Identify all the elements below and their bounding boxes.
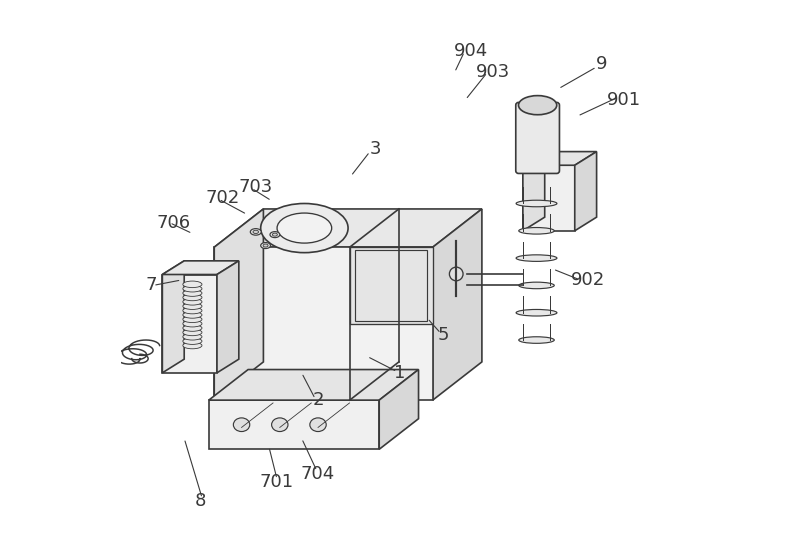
Ellipse shape [183, 338, 202, 344]
Text: 702: 702 [205, 189, 240, 207]
Ellipse shape [183, 321, 202, 327]
Ellipse shape [450, 267, 463, 281]
Ellipse shape [518, 96, 557, 115]
Ellipse shape [183, 294, 202, 301]
Polygon shape [523, 152, 544, 231]
Text: 5: 5 [438, 326, 450, 344]
Ellipse shape [310, 418, 326, 432]
Text: 902: 902 [571, 271, 605, 289]
Text: 3: 3 [369, 140, 381, 158]
Ellipse shape [183, 316, 202, 323]
Ellipse shape [271, 418, 288, 432]
Ellipse shape [183, 299, 202, 305]
Polygon shape [209, 400, 380, 449]
Ellipse shape [516, 200, 557, 207]
Polygon shape [523, 165, 574, 231]
Ellipse shape [183, 342, 202, 349]
Ellipse shape [260, 204, 348, 253]
Polygon shape [217, 261, 239, 373]
Text: 1: 1 [394, 364, 406, 382]
Ellipse shape [183, 329, 202, 335]
FancyBboxPatch shape [516, 103, 559, 173]
Text: 706: 706 [156, 214, 190, 232]
Ellipse shape [250, 228, 261, 235]
Ellipse shape [516, 255, 557, 261]
Text: 8: 8 [195, 492, 206, 510]
Polygon shape [215, 247, 432, 400]
Polygon shape [380, 369, 418, 449]
Ellipse shape [183, 333, 202, 340]
Ellipse shape [183, 312, 202, 318]
Ellipse shape [260, 243, 271, 249]
Ellipse shape [183, 307, 202, 314]
Text: 2: 2 [312, 391, 323, 409]
Ellipse shape [518, 282, 554, 289]
Ellipse shape [234, 418, 250, 432]
Polygon shape [215, 209, 264, 400]
Polygon shape [350, 247, 432, 324]
Text: 704: 704 [301, 465, 335, 483]
Ellipse shape [518, 337, 554, 343]
Text: 9: 9 [596, 55, 608, 73]
Text: 7: 7 [146, 277, 157, 294]
Polygon shape [163, 261, 184, 373]
Polygon shape [209, 369, 418, 400]
Polygon shape [163, 261, 239, 274]
Ellipse shape [183, 290, 202, 296]
Text: 904: 904 [454, 42, 488, 59]
Ellipse shape [183, 303, 202, 310]
Polygon shape [574, 152, 596, 231]
Text: 703: 703 [238, 178, 272, 196]
Ellipse shape [516, 310, 557, 316]
Ellipse shape [272, 233, 278, 236]
Ellipse shape [183, 325, 202, 331]
Ellipse shape [270, 232, 280, 238]
Ellipse shape [277, 213, 331, 243]
Polygon shape [432, 209, 482, 400]
Ellipse shape [183, 285, 202, 292]
Text: 701: 701 [260, 473, 294, 491]
Ellipse shape [183, 281, 202, 288]
Ellipse shape [264, 244, 268, 247]
Ellipse shape [253, 230, 259, 233]
Text: 903: 903 [476, 63, 510, 81]
Text: 901: 901 [607, 91, 641, 109]
Polygon shape [163, 274, 217, 373]
Ellipse shape [518, 227, 554, 234]
Polygon shape [215, 209, 482, 247]
Polygon shape [523, 152, 596, 165]
